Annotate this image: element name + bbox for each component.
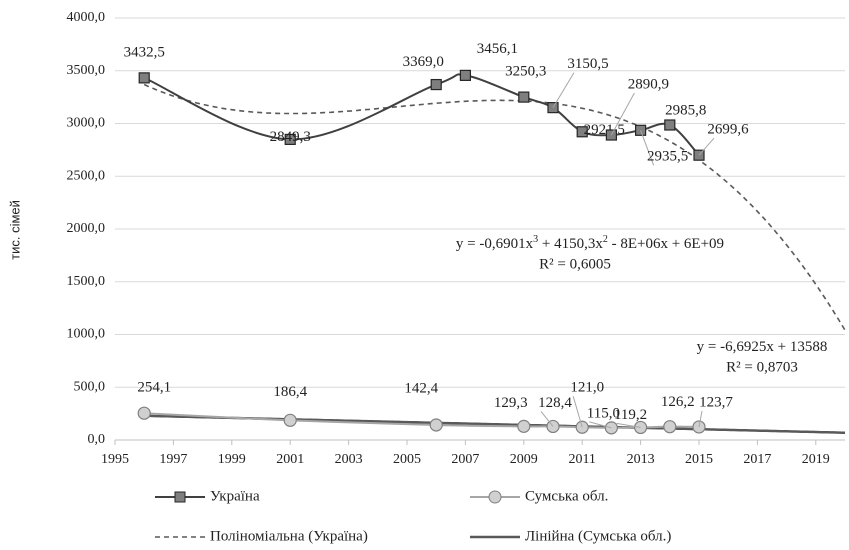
equation-part: y = -6,6925x + 13588 xyxy=(697,339,828,355)
data-label: 3250,3 xyxy=(505,64,546,80)
x-tick-label: 2003 xyxy=(335,452,363,467)
y-tick-label: 3500,0 xyxy=(67,63,106,78)
y-tick-label: 2500,0 xyxy=(67,168,106,183)
trend-r2: R² = 0,6005 xyxy=(539,256,611,272)
x-tick-label: 2019 xyxy=(802,452,830,467)
equation-part: 3 xyxy=(533,234,538,245)
legend-marker xyxy=(174,491,186,503)
x-tick-label: 2007 xyxy=(451,452,479,467)
x-tick-label: 1995 xyxy=(101,452,129,467)
data-label: 2985,8 xyxy=(665,102,706,118)
leader-line xyxy=(552,72,575,108)
equation-part: + 4150,3x xyxy=(538,236,603,252)
data-label: 2699,6 xyxy=(707,122,749,138)
marker xyxy=(459,69,471,81)
leader-line xyxy=(616,422,641,428)
data-label: 126,2 xyxy=(661,394,695,410)
data-label: 142,4 xyxy=(404,380,438,396)
y-tick-label: 2000,0 xyxy=(67,221,106,236)
data-label: 3432,5 xyxy=(124,44,165,60)
x-tick-label: 1999 xyxy=(218,452,246,467)
leader-line xyxy=(640,130,655,166)
marker xyxy=(429,418,443,432)
y-tick-label: 1000,0 xyxy=(67,327,106,342)
legend-label: Україна xyxy=(210,488,260,504)
x-tick-label: 1997 xyxy=(159,452,187,467)
data-label: 119,2 xyxy=(614,407,647,423)
data-label: 2921,5 xyxy=(584,122,625,138)
leader-line xyxy=(589,421,612,429)
data-label: 2849,3 xyxy=(270,129,311,145)
marker xyxy=(284,133,296,145)
y-tick-label: 500,0 xyxy=(74,379,106,394)
data-label: 128,4 xyxy=(538,395,572,411)
y-tick-label: 1500,0 xyxy=(67,274,106,289)
marker xyxy=(663,420,677,434)
equation-part: - 8E+06x + 6E+09 xyxy=(608,236,724,252)
data-label: 121,0 xyxy=(570,380,604,396)
legend-label: Поліноміальна (Україна) xyxy=(210,528,368,544)
x-tick-label: 2009 xyxy=(510,452,538,467)
legend-marker xyxy=(488,490,502,504)
marker xyxy=(283,413,297,427)
series-line xyxy=(143,73,700,156)
y-tick-label: 4000,0 xyxy=(67,10,106,25)
marker xyxy=(137,406,151,420)
marker xyxy=(517,419,531,433)
legend-label: Сумська обл. xyxy=(525,488,608,504)
trendline xyxy=(143,83,846,331)
trend-equation: y = -0,6901x3 + 4150,3x2 - 8E+06x + 6E+0… xyxy=(456,234,724,253)
marker xyxy=(518,91,530,103)
marker xyxy=(664,119,676,131)
data-label: 186,4 xyxy=(273,384,307,400)
x-tick-label: 2015 xyxy=(685,452,713,467)
data-label: 3369,0 xyxy=(403,54,444,70)
trend-r2: R² = 0,8703 xyxy=(726,359,798,375)
data-label: 115,0 xyxy=(587,405,620,421)
data-label: 2935,5 xyxy=(647,149,688,165)
x-tick-label: 2005 xyxy=(393,452,421,467)
marker xyxy=(576,126,588,138)
y-axis-label: тис. сімей xyxy=(7,200,22,260)
x-tick-label: 2011 xyxy=(568,452,595,467)
data-label: 123,7 xyxy=(699,394,733,410)
leader-line xyxy=(610,92,635,136)
equation-part: y = -0,6901x xyxy=(456,236,534,252)
data-label: 2890,9 xyxy=(628,76,669,92)
data-label: 3150,5 xyxy=(567,56,608,72)
marker xyxy=(430,78,442,91)
y-tick-label: 0,0 xyxy=(88,432,106,447)
leader-line xyxy=(698,137,715,156)
x-tick-label: 2017 xyxy=(743,452,771,467)
data-label: 3456,1 xyxy=(477,41,518,57)
marker xyxy=(138,72,150,84)
legend-label: Лінійна (Сумська обл.) xyxy=(525,528,671,544)
leader-line xyxy=(698,410,703,428)
trend-equation: y = -6,6925x + 13588 xyxy=(697,339,828,355)
x-tick-label: 2013 xyxy=(627,452,655,467)
y-tick-label: 3000,0 xyxy=(67,116,106,131)
data-label: 254,1 xyxy=(137,380,171,396)
x-tick-label: 2001 xyxy=(276,452,304,467)
data-label: 129,3 xyxy=(494,395,528,411)
leader-line xyxy=(540,411,554,427)
leader-line xyxy=(572,396,583,428)
equation-part: 2 xyxy=(603,234,608,245)
